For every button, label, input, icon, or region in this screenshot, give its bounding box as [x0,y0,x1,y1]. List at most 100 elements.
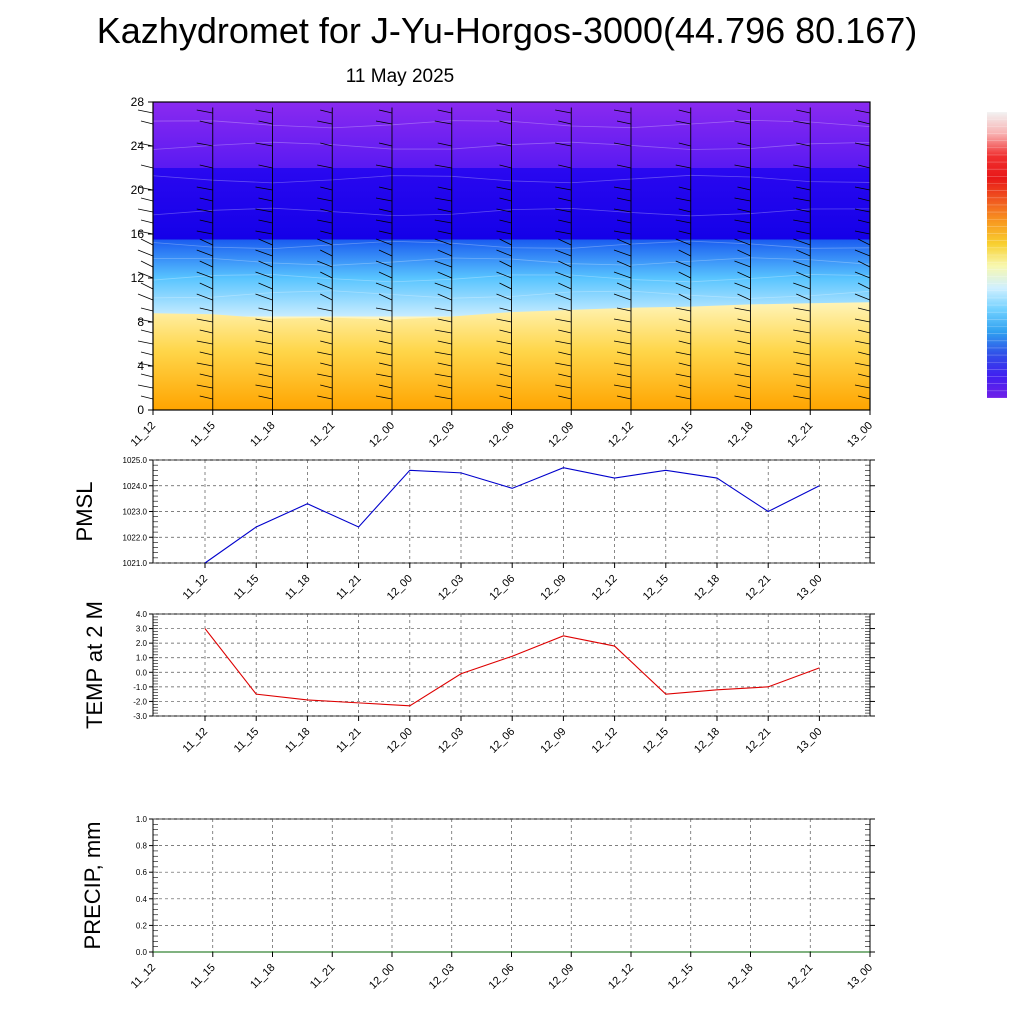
wind-barb [616,164,632,169]
wind-barb [854,318,871,323]
chart-subtitle: 11 May 2025 [345,66,455,87]
wind-barb [496,142,512,147]
wind-barb [857,282,871,290]
x-tick-label: 12_15 [666,962,696,992]
wind-barb [317,373,333,378]
wind-barb [255,186,273,191]
wind-barb [734,282,751,290]
wind-barb [555,249,572,257]
wind-barb [555,340,572,345]
y-tick-label: 12 [131,271,145,285]
wind-barb [437,249,452,257]
wind-barb [857,219,871,224]
wind-barb [678,340,691,345]
wind-barb [499,197,512,202]
series-line [204,628,820,707]
wind-barb [616,219,632,224]
wind-barb [378,384,393,389]
wind-barb [734,373,751,378]
y-tick-label: 4.0 [136,610,148,619]
wind-barb [375,329,393,334]
wind-barb [499,120,512,125]
wind-barb [737,271,751,279]
x-tick-label: 11_15 [232,573,262,603]
wind-barb [496,384,512,389]
wind-barb [199,120,213,125]
wind-barb [320,109,333,114]
wind-barb [678,384,691,389]
wind-barb [378,186,393,191]
cross-section-panel: 0 4 8 12 16 20 24 28 11_12 11_15 11_18 11_21 12_00 12… [129,95,876,450]
wind-barb [258,197,273,202]
wind-barb [320,293,333,301]
x-tick-label: 12_18 [726,420,756,450]
x-tick-label: 12_12 [606,420,636,450]
x-tick-label: 12_00 [385,573,415,603]
wind-barb [613,186,632,191]
wind-barb [555,384,572,389]
y-tick-label: 1024.0 [123,482,148,491]
x-tick-label: 12_09 [546,962,576,992]
wind-barb [437,293,452,301]
x-tick-label: 11_18 [248,962,278,992]
wind-barb [255,318,273,323]
x-tick-label: 12_00 [367,420,397,450]
x-tick-label: 12_15 [641,726,671,756]
wind-barb [437,340,452,345]
wind-barb [796,340,811,345]
x-tick-label: 12_18 [726,962,756,992]
wind-barb [678,186,691,191]
wind-barb [196,318,213,323]
wind-barb [255,271,273,279]
wind-barb [734,219,751,224]
y-tick-label: 1.0 [136,654,148,663]
wind-barb [378,249,393,257]
wind-barb [317,351,333,356]
wind-barb [499,238,512,246]
x-tick-label: 11_12 [129,420,159,450]
wind-barb [320,208,333,213]
x-tick-label: 12_09 [546,420,576,450]
wind-barb [613,340,632,345]
wind-barb [434,329,452,334]
wind-barb [734,164,751,169]
wind-barb [375,219,393,224]
colorbar [987,111,1007,399]
wind-barb [796,384,811,389]
x-tick-label: 12_18 [692,573,722,603]
wind-barb [196,362,213,367]
wind-barb [378,293,393,301]
x-tick-label: 11_12 [181,726,211,756]
wind-barb [258,351,273,356]
temp-panel: -3.0 -2.0 -1.0 0.0 1.0 2.0 3.0 4.0 11_12 11_15 11_… [82,601,875,756]
wind-barb [675,197,691,202]
wind-barb [375,282,393,290]
wind-barb [734,197,751,202]
wind-barb [499,282,512,290]
wind-barb [678,362,691,367]
wind-barb [854,362,871,367]
wind-barb [140,395,154,400]
wind-barb [737,384,751,389]
wind-barb [258,260,273,268]
wind-barb [255,142,273,147]
wind-barb [499,395,512,400]
wind-barb [496,271,512,279]
wind-barb [558,260,572,268]
x-tick-label: 12_12 [590,726,620,756]
wind-barb [496,186,512,191]
y-tick-label: -3.0 [133,712,147,721]
wind-barb [255,293,273,301]
wind-barb [613,293,632,301]
wind-barb [437,271,452,279]
wind-barb [555,293,572,301]
x-tick-label: 11_21 [308,420,338,450]
wind-barb [675,395,691,400]
wind-barb [255,230,273,235]
wind-barb [675,373,691,378]
wind-barb [375,260,393,268]
x-tick-label: 13_00 [794,573,824,603]
wind-barb [434,307,452,312]
y-tick-label: 0.6 [136,868,148,877]
wind-barb [434,197,452,202]
